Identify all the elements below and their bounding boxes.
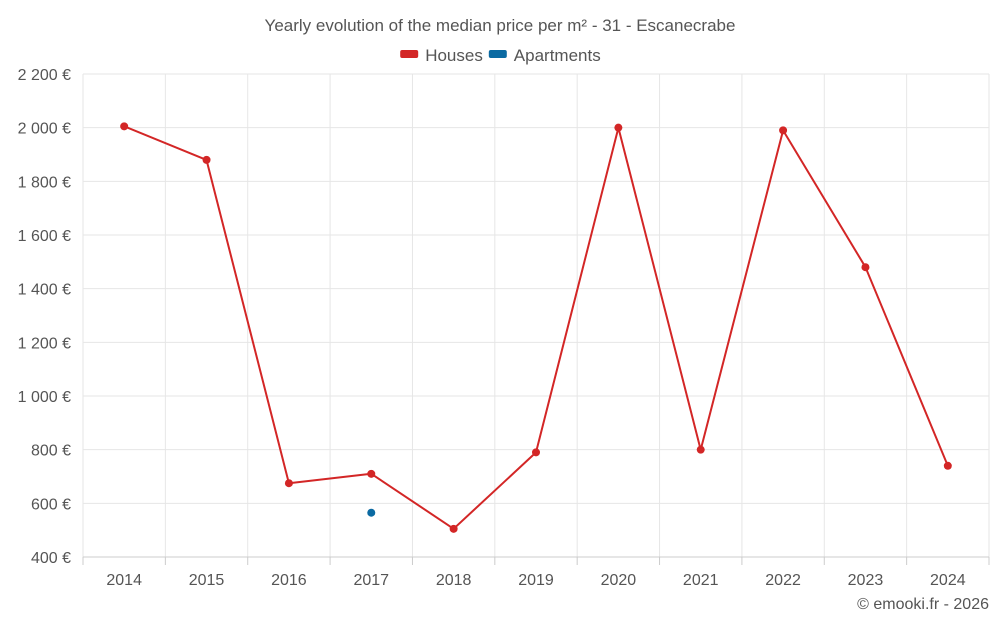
data-point-houses[interactable]	[943, 461, 952, 470]
series-layer	[120, 122, 952, 533]
series-houses	[120, 122, 952, 533]
data-point-houses[interactable]	[696, 445, 705, 454]
y-tick-label: 1 800 €	[18, 174, 71, 191]
x-tick-label: 2023	[848, 572, 884, 589]
data-point-houses[interactable]	[202, 155, 211, 164]
y-tick-label: 2 000 €	[18, 121, 71, 138]
data-point-houses[interactable]	[779, 126, 788, 135]
y-axis: 400 € 600 € 800 € 1 000 € 1 200 € 1 400 € 1 60…	[18, 67, 71, 567]
legend-item-houses[interactable]: Houses	[400, 46, 483, 65]
y-tick-label: 1 400 €	[18, 282, 71, 299]
x-tick-label: 2015	[189, 572, 225, 589]
x-tick-label: 2024	[930, 572, 966, 589]
x-tick-label: 2021	[683, 572, 719, 589]
y-tick-label: 400 €	[31, 550, 71, 567]
legend-swatch	[400, 50, 419, 58]
data-point-houses[interactable]	[120, 122, 129, 131]
chart-title: Yearly evolution of the median price per…	[265, 16, 736, 35]
series-apartments	[367, 508, 376, 517]
data-point-houses[interactable]	[861, 263, 870, 272]
legend-item-apartments[interactable]: Apartments	[488, 46, 601, 65]
y-tick-label: 2 200 €	[18, 67, 71, 84]
x-tick-label: 2019	[518, 572, 554, 589]
data-point-apartments[interactable]	[367, 508, 376, 517]
legend: Houses Apartments	[400, 46, 601, 65]
x-tick-label: 2020	[601, 572, 637, 589]
legend-swatch	[488, 50, 507, 58]
y-tick-label: 1 000 €	[18, 389, 71, 406]
x-tick-label: 2018	[436, 572, 472, 589]
legend-label: Apartments	[514, 46, 601, 65]
data-point-houses[interactable]	[284, 479, 293, 488]
x-tick-label: 2016	[271, 572, 307, 589]
grid	[82, 73, 990, 557]
y-tick-label: 800 €	[31, 443, 71, 460]
y-tick-label: 1 600 €	[18, 228, 71, 245]
y-tick-label: 1 200 €	[18, 335, 71, 352]
x-tick-label: 2014	[106, 572, 142, 589]
legend-label: Houses	[425, 46, 483, 65]
data-point-houses[interactable]	[532, 448, 540, 457]
data-point-houses[interactable]	[449, 524, 458, 533]
data-point-houses[interactable]	[367, 469, 376, 478]
credit-text: © emooki.fr - 2026	[857, 596, 989, 613]
y-tick-label: 600 €	[31, 496, 71, 513]
data-point-houses[interactable]	[614, 123, 623, 132]
x-tick-label: 2017	[353, 572, 389, 589]
x-tick-label: 2022	[765, 572, 801, 589]
x-axis: 2014 2015 2016 2017 2018 2019 2020 2021 2022 2023…	[82, 556, 990, 589]
